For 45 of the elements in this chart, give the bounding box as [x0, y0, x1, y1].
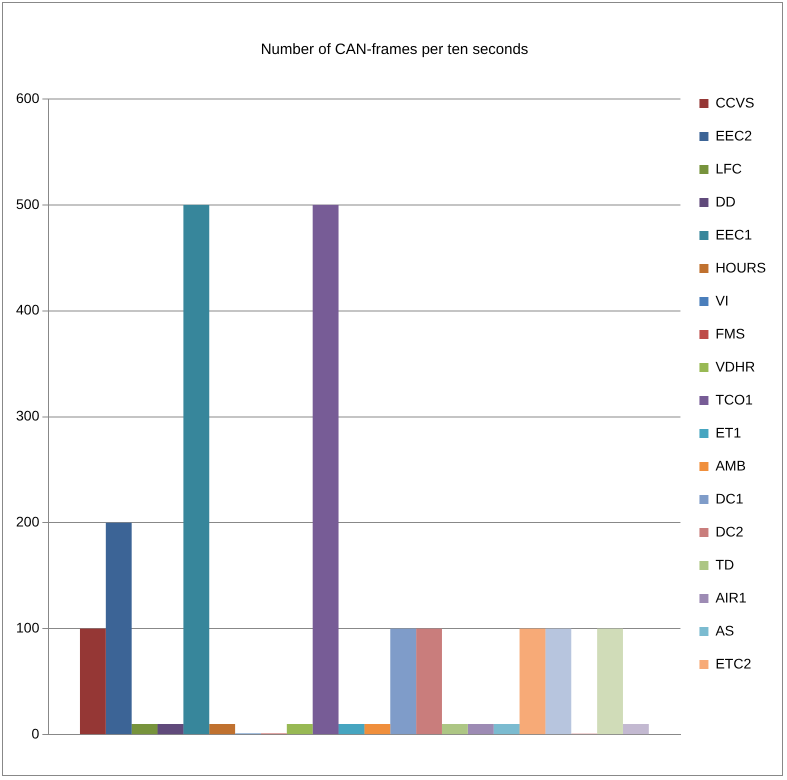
legend-label: AIR1	[715, 589, 747, 606]
y-tick-label: 400	[16, 302, 40, 318]
bar	[209, 724, 236, 734]
bar	[158, 724, 184, 734]
legend-label: DC1	[715, 490, 744, 506]
y-tick-label: 300	[16, 408, 40, 424]
bar	[80, 628, 106, 734]
bar	[338, 724, 364, 734]
bar	[416, 628, 442, 734]
y-tick-label: 200	[16, 514, 40, 530]
bar	[442, 724, 468, 734]
legend-label: TD	[715, 556, 734, 572]
legend-label: FMS	[715, 325, 746, 342]
bar	[132, 724, 158, 734]
legend-label: DD	[715, 193, 736, 210]
y-tick-label: 500	[16, 196, 40, 212]
y-tick-label: 0	[32, 725, 40, 742]
chart-title: Number of CAN-frames per ten seconds	[260, 41, 528, 58]
bar	[183, 204, 210, 734]
bar	[312, 204, 339, 734]
legend-label: AMB	[715, 457, 746, 474]
legend-label: VDHR	[715, 358, 756, 374]
legend-label: EEC2	[715, 127, 752, 144]
legend-label: EEC1	[715, 226, 752, 242]
bar	[364, 724, 390, 734]
legend-label: DC2	[715, 523, 744, 540]
bar	[597, 628, 623, 734]
y-tick-label: 600	[16, 90, 40, 106]
legend-label: CCVS	[715, 94, 754, 110]
bar	[468, 724, 494, 734]
bar	[494, 724, 520, 734]
bar	[545, 628, 572, 734]
bar	[520, 628, 546, 734]
legend-label: HOURS	[715, 259, 766, 276]
bar	[390, 628, 416, 734]
legend-label: VI	[715, 292, 729, 308]
legend-label: TCO1	[715, 391, 753, 408]
bar	[286, 724, 313, 734]
legend-label: AS	[715, 622, 734, 638]
legend-label: ET1	[715, 424, 742, 440]
y-tick-label: 100	[16, 620, 40, 636]
bar	[622, 724, 649, 734]
bar	[106, 522, 132, 734]
legend-label: LFC	[715, 160, 742, 176]
legend-label: ETC2	[715, 655, 752, 672]
